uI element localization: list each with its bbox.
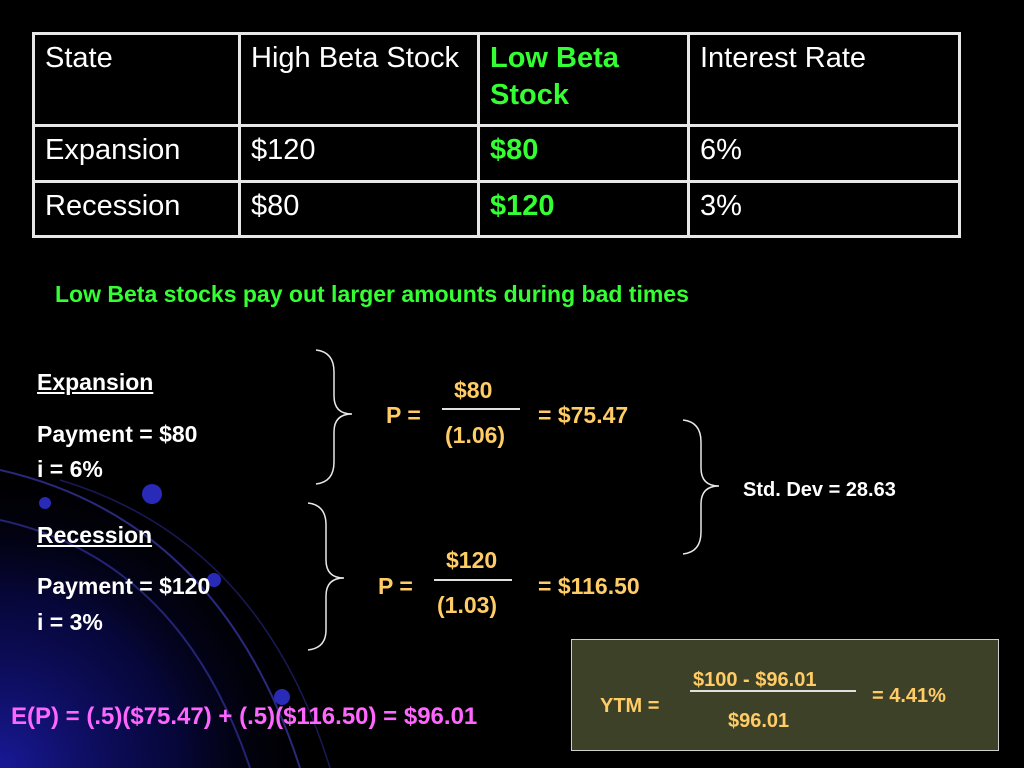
low-beta-note: Low Beta stocks pay out larger amounts d… — [55, 281, 689, 307]
recession-p-label: P = — [378, 573, 413, 599]
ytm-label: YTM = — [600, 695, 660, 717]
cell-interest-rate: 6% — [687, 124, 961, 183]
table-header-row: State High Beta Stock Low Beta Stock Int… — [32, 32, 961, 127]
recession-payment: Payment = $120 — [37, 573, 211, 599]
expected-price-formula: E(P) = (.5)($75.47) + (.5)($116.50) = $9… — [11, 703, 478, 730]
expansion-title: Expansion — [37, 369, 154, 395]
recession-title: Recession — [37, 522, 153, 548]
header-state: State — [32, 32, 241, 127]
recession-denominator: (1.03) — [437, 592, 498, 618]
ytm-result: = 4.41% — [872, 685, 946, 707]
table-row: Expansion $120 $80 6% — [32, 124, 961, 183]
state-payoff-table: State High Beta Stock Low Beta Stock Int… — [32, 32, 961, 238]
table-row: Recession $80 $120 3% — [32, 180, 961, 238]
cell-low-beta: $80 — [477, 124, 690, 183]
cell-high-beta: $80 — [238, 180, 480, 238]
header-interest-rate: Interest Rate — [687, 32, 961, 127]
cell-low-beta: $120 — [477, 180, 690, 238]
header-high-beta: High Beta Stock — [238, 32, 480, 127]
expansion-payment: Payment = $80 — [37, 421, 198, 447]
ytm-fraction-bar — [690, 690, 856, 692]
cell-interest-rate: 3% — [687, 180, 961, 238]
recession-fraction-bar — [434, 579, 512, 581]
expansion-p-label: P = — [386, 402, 421, 428]
expansion-fraction-bar — [442, 408, 520, 410]
expansion-rate: i = 6% — [37, 456, 103, 482]
cell-high-beta: $120 — [238, 124, 480, 183]
std-dev-value: Std. Dev = 28.63 — [743, 479, 896, 501]
ytm-denominator: $96.01 — [728, 710, 790, 732]
expansion-result: = $75.47 — [538, 402, 629, 428]
cell-state: Recession — [32, 180, 241, 238]
recession-result: = $116.50 — [538, 573, 640, 599]
recession-rate: i = 3% — [37, 609, 103, 635]
expansion-numerator: $80 — [454, 377, 493, 403]
cell-state: Expansion — [32, 124, 241, 183]
recession-numerator: $120 — [446, 547, 498, 573]
expansion-denominator: (1.06) — [445, 422, 506, 448]
ytm-box: YTM = $100 - $96.01 $96.01 = 4.41% — [571, 639, 999, 751]
ytm-numerator: $100 - $96.01 — [693, 669, 817, 691]
header-low-beta: Low Beta Stock — [477, 32, 690, 127]
